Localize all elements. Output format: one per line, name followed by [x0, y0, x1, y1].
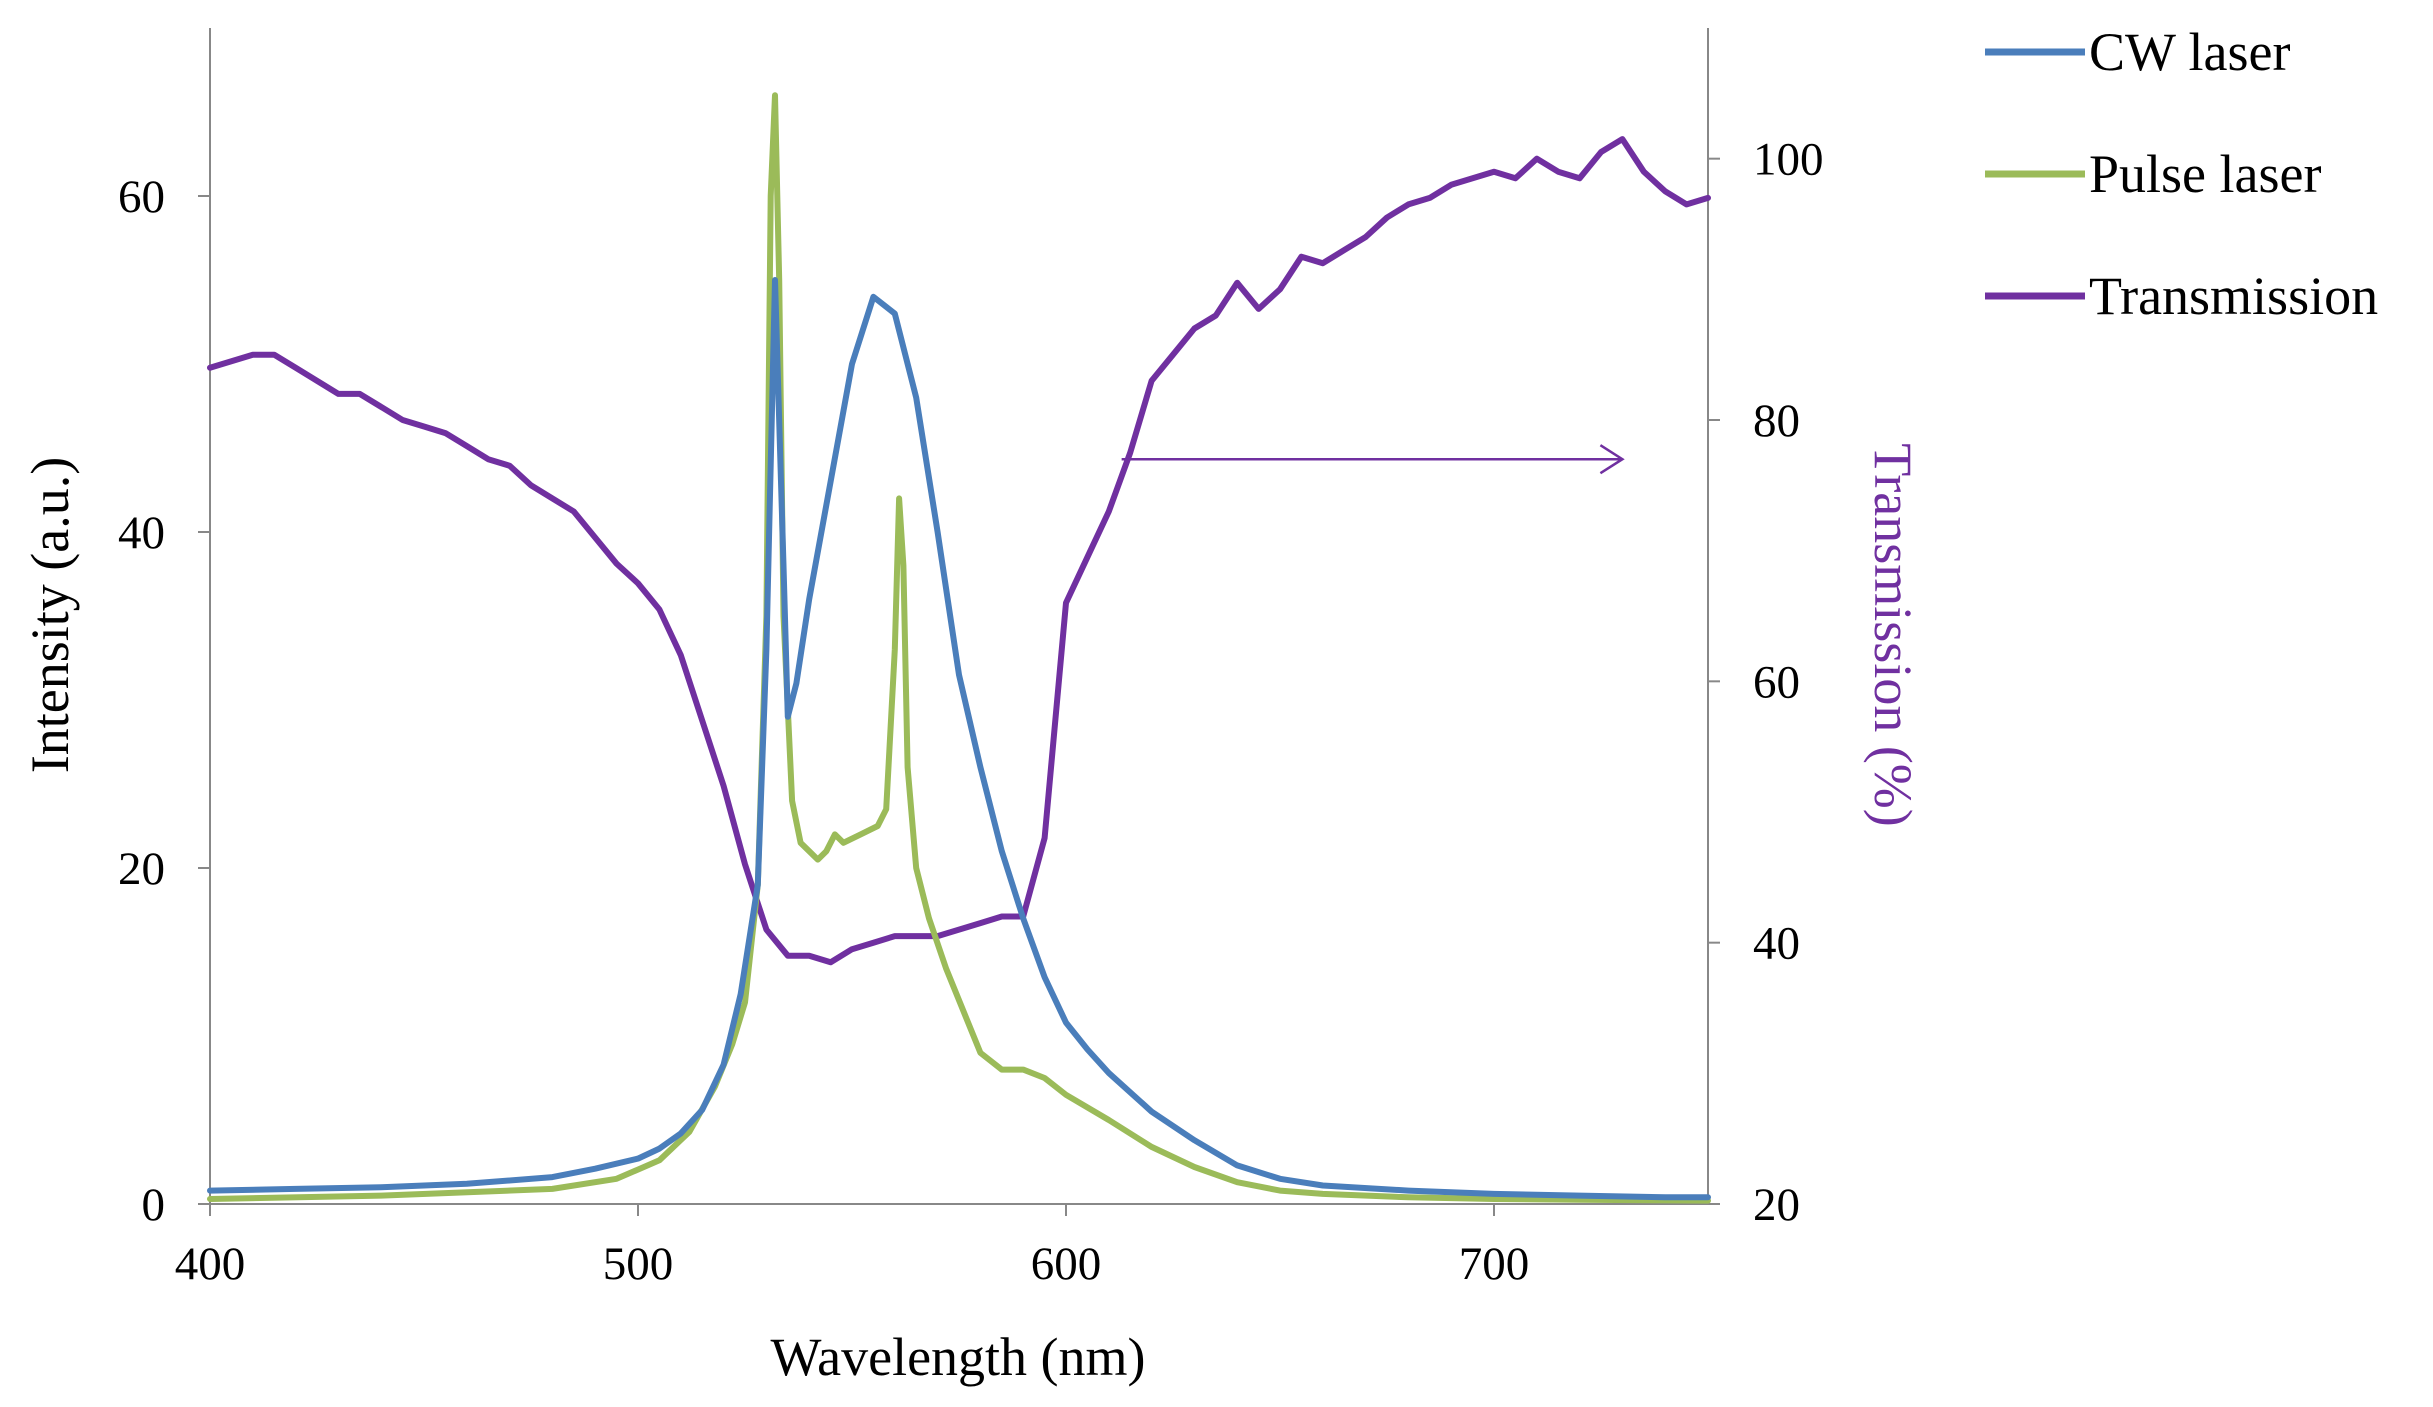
y-right-tick-label: 20: [1753, 1179, 1800, 1231]
series-line-pulse-laser: [207, 92, 1711, 1204]
y-left-tick-label: 0: [142, 1179, 166, 1231]
legend-label-cw-laser: CW laser: [2089, 22, 2290, 82]
y-right-tick-label: 100: [1753, 134, 1824, 186]
transmission-axis-arrow: [1121, 444, 1625, 475]
x-tick-labels: 400 500 600 700: [175, 1204, 1530, 1290]
series-group: [207, 92, 1711, 1204]
y-left-tick-label: 60: [118, 171, 165, 223]
y-right-tick-label: 80: [1753, 395, 1800, 447]
arrow-head: [1599, 444, 1625, 475]
y-right-tick-label: 40: [1753, 918, 1800, 970]
legend-label-pulse-laser: Pulse laser: [2089, 144, 2321, 204]
y-right-tick-labels: 20 40 60 80 100: [1708, 134, 1824, 1231]
legend-label-transmission: Transmission: [2089, 266, 2378, 326]
x-tick-label: 500: [603, 1238, 674, 1290]
y-axis-right-label: Transmission (%): [1863, 443, 1923, 827]
x-axis-label: Wavelength (nm): [770, 1327, 1145, 1387]
y-right-tick-label: 60: [1753, 656, 1800, 708]
axes: [209, 28, 1709, 1205]
x-tick-label: 700: [1459, 1238, 1530, 1290]
y-left-tick-label: 20: [118, 843, 165, 895]
y-left-tick-label: 40: [118, 507, 165, 559]
x-tick-label: 600: [1031, 1238, 1102, 1290]
legend: CW laser Pulse laser Transmission: [1985, 22, 2378, 326]
y-axis-left-label: Intensity (a.u.): [20, 457, 80, 773]
x-tick-label: 400: [175, 1238, 246, 1290]
series-line-cw-laser: [207, 277, 1711, 1201]
series-line-transmission: [207, 136, 1711, 966]
y-left-tick-labels: 0 20 40 60: [118, 171, 210, 1231]
